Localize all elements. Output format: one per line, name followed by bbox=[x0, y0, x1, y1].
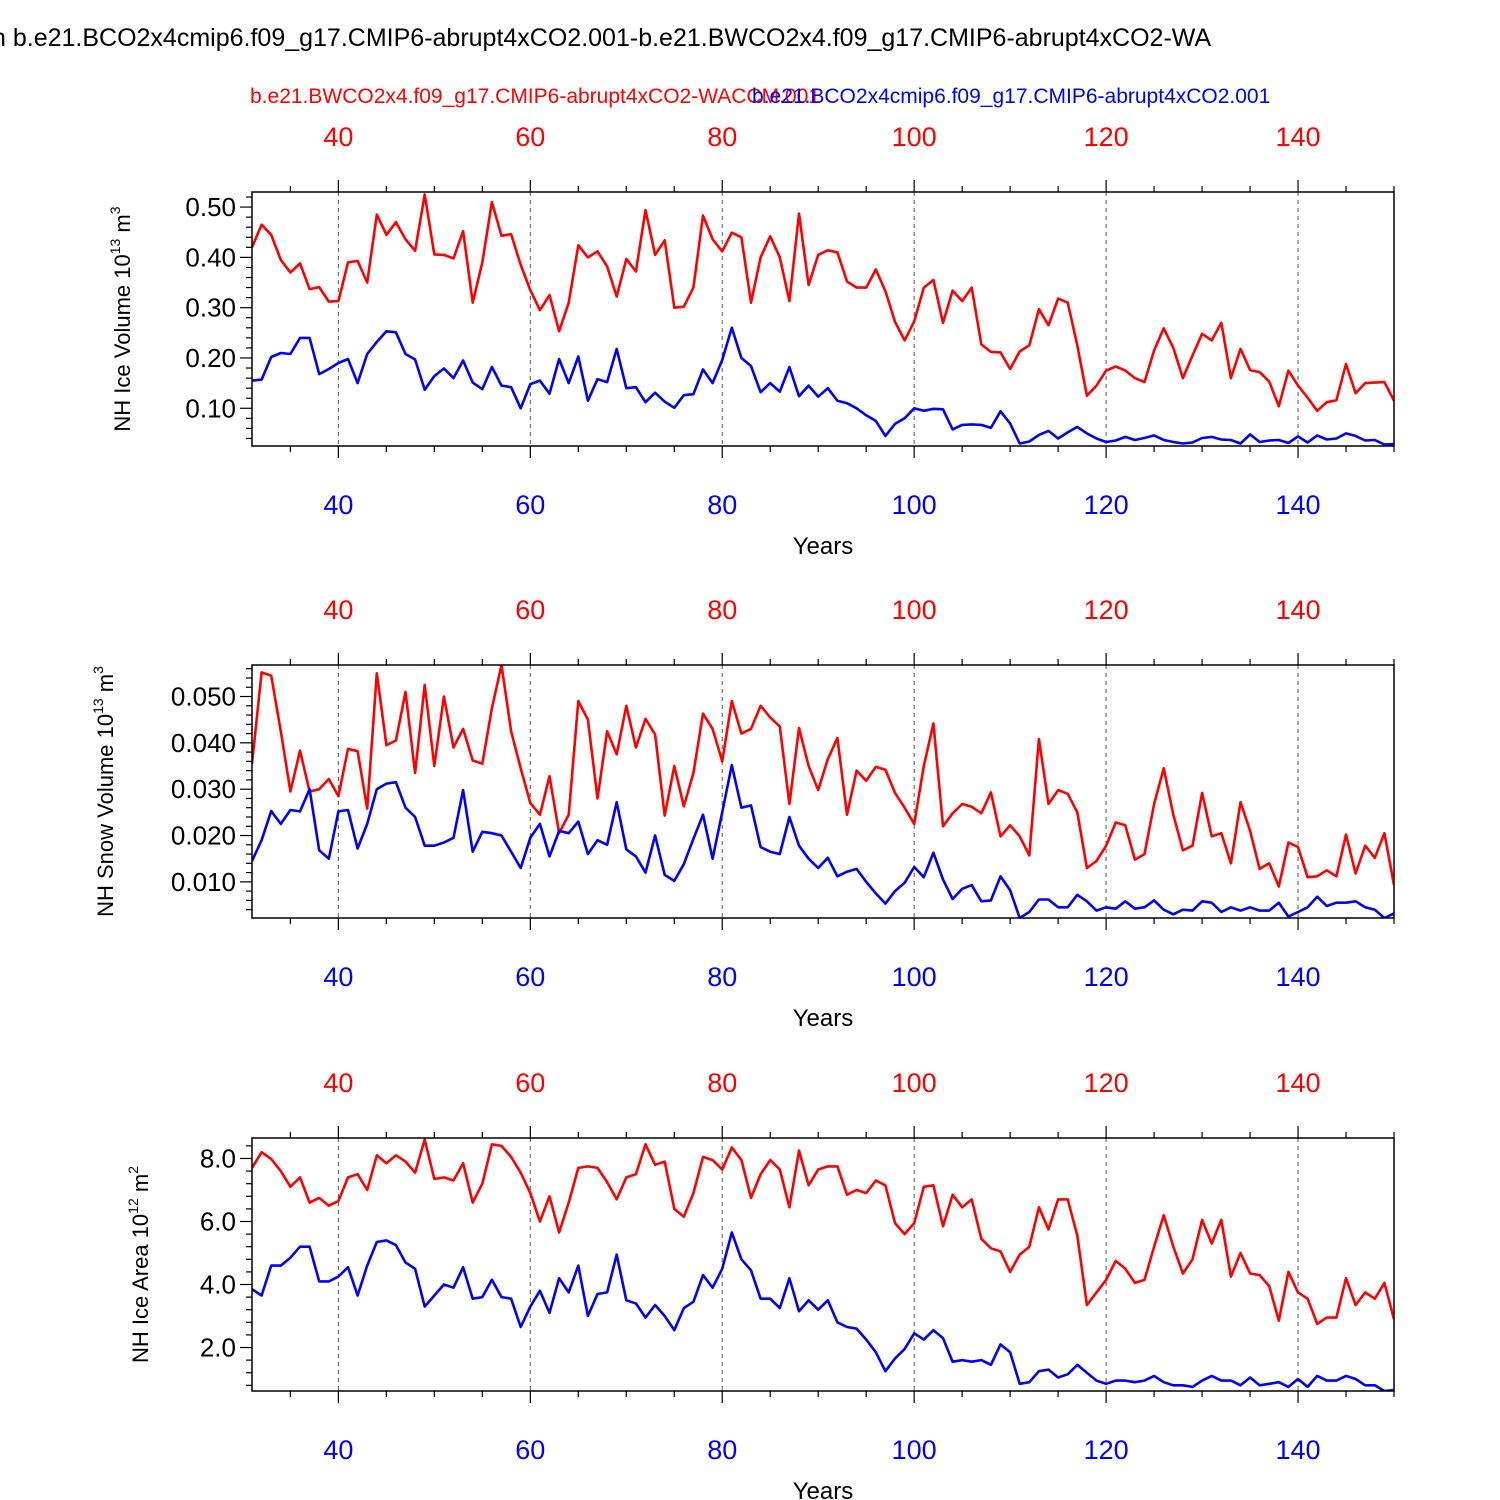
y-tick-label: 0.50 bbox=[185, 192, 236, 222]
y-tick-label: 0.040 bbox=[171, 728, 236, 758]
x-tick-label-top: 40 bbox=[323, 122, 353, 152]
series-line-red bbox=[252, 193, 1394, 413]
y-axis-label: NH Ice Volume 1013 m3 bbox=[107, 206, 135, 431]
x-tick-label-top: 100 bbox=[892, 595, 937, 625]
x-tick-label-top: 80 bbox=[707, 1068, 737, 1098]
x-tick-label-bottom: 40 bbox=[323, 962, 353, 992]
y-tick-label: 0.030 bbox=[171, 774, 236, 804]
x-tick-label-bottom: 60 bbox=[515, 1435, 545, 1465]
y-axis-label-unit-exponent: 3 bbox=[107, 206, 123, 214]
x-tick-label-top: 140 bbox=[1276, 595, 1321, 625]
series-line-red bbox=[252, 665, 1394, 888]
y-axis-label-exponent: 13 bbox=[90, 698, 106, 714]
y-tick-label: 0.10 bbox=[185, 393, 236, 423]
y-tick-label: 0.20 bbox=[185, 343, 236, 373]
legend-blue-label: b.e21.BCO2x4cmip6.f09_g17.CMIP6-abrupt4x… bbox=[752, 85, 1270, 108]
x-tick-label-top: 100 bbox=[892, 122, 937, 152]
y-axis-label-exponent: 13 bbox=[107, 238, 123, 254]
y-tick-label: 0.020 bbox=[171, 821, 236, 851]
y-axis-label-unit-exponent: 3 bbox=[90, 666, 106, 674]
x-tick-label-bottom: 80 bbox=[707, 490, 737, 520]
panel-3: 40 40 60 60 80 80 100 100 120 120 140 140 Years 2.0 4.… bbox=[125, 1068, 1395, 1500]
y-axis-label: NH Ice Area 1012 m2 bbox=[125, 1166, 153, 1363]
x-tick-label-bottom: 80 bbox=[707, 962, 737, 992]
x-tick-label-top: 80 bbox=[707, 595, 737, 625]
plot-frame bbox=[251, 1137, 1395, 1392]
panel-1: 40 40 60 60 80 80 100 100 120 120 140 140 Years 0.10 0… bbox=[107, 122, 1395, 560]
x-tick-label-bottom: 140 bbox=[1276, 1435, 1321, 1465]
y-axis-label-exponent: 12 bbox=[125, 1198, 141, 1214]
x-tick-label-bottom: 140 bbox=[1276, 490, 1321, 520]
y-axis-label: NH Snow Volume 1013 m3 bbox=[90, 666, 118, 917]
y-tick-label: 4.0 bbox=[200, 1270, 236, 1300]
series-line-blue bbox=[252, 763, 1394, 918]
y-axis-label-text: NH Ice Volume 10 bbox=[110, 254, 135, 431]
x-axis-label: Years bbox=[793, 533, 854, 560]
x-tick-label-top: 80 bbox=[707, 122, 737, 152]
plot-frame bbox=[251, 191, 1395, 447]
legend-red-label: b.e21.BWCO2x4.f09_g17.CMIP6-abrupt4xCO2-… bbox=[250, 85, 820, 108]
y-tick-label: 0.050 bbox=[171, 682, 236, 712]
x-tick-label-top: 60 bbox=[515, 595, 545, 625]
x-tick-label-top: 140 bbox=[1276, 122, 1321, 152]
y-axis-label-text: NH Ice Area 10 bbox=[128, 1214, 153, 1363]
series-line-blue bbox=[252, 326, 1394, 446]
x-tick-label-top: 40 bbox=[323, 595, 353, 625]
x-tick-label-bottom: 100 bbox=[892, 490, 937, 520]
x-tick-label-top: 60 bbox=[515, 122, 545, 152]
y-axis-label-unit: m bbox=[128, 1174, 153, 1198]
x-tick-label-top: 60 bbox=[515, 1068, 545, 1098]
y-axis-label-unit-exponent: 2 bbox=[125, 1166, 141, 1174]
x-tick-label-bottom: 120 bbox=[1084, 962, 1129, 992]
panel-2: 40 40 60 60 80 80 100 100 120 120 140 140 Years 0.010… bbox=[90, 595, 1395, 1032]
x-tick-label-bottom: 100 bbox=[892, 1435, 937, 1465]
y-tick-label: 0.30 bbox=[185, 293, 236, 323]
y-axis-label-unit: m bbox=[110, 214, 135, 238]
x-tick-label-bottom: 120 bbox=[1084, 1435, 1129, 1465]
x-tick-label-top: 120 bbox=[1084, 122, 1129, 152]
x-tick-label-top: 120 bbox=[1084, 595, 1129, 625]
y-axis-label-unit: m bbox=[93, 674, 118, 698]
x-tick-label-top: 40 bbox=[323, 1068, 353, 1098]
x-tick-label-bottom: 120 bbox=[1084, 490, 1129, 520]
series-line-red bbox=[252, 1138, 1394, 1326]
x-tick-label-bottom: 60 bbox=[515, 962, 545, 992]
x-tick-label-bottom: 40 bbox=[323, 490, 353, 520]
y-tick-label: 0.40 bbox=[185, 242, 236, 272]
x-axis-label: Years bbox=[793, 1005, 854, 1032]
x-tick-label-top: 140 bbox=[1276, 1068, 1321, 1098]
x-tick-label-top: 120 bbox=[1084, 1068, 1129, 1098]
y-tick-label: 6.0 bbox=[200, 1206, 236, 1236]
x-tick-label-bottom: 140 bbox=[1276, 962, 1321, 992]
y-tick-label: 8.0 bbox=[200, 1143, 236, 1173]
x-tick-label-bottom: 100 bbox=[892, 962, 937, 992]
y-axis-label-text: NH Snow Volume 10 bbox=[93, 714, 118, 917]
x-tick-label-bottom: 60 bbox=[515, 490, 545, 520]
series-line-blue bbox=[252, 1231, 1394, 1391]
x-tick-label-top: 100 bbox=[892, 1068, 937, 1098]
figure-title: n b.e21.BCO2x4cmip6.f09_g17.CMIP6-abrupt… bbox=[0, 24, 1211, 52]
y-tick-label: 0.010 bbox=[171, 867, 236, 897]
plot-frame bbox=[251, 664, 1395, 919]
x-tick-label-bottom: 40 bbox=[323, 1435, 353, 1465]
y-tick-label: 2.0 bbox=[200, 1333, 236, 1363]
x-tick-label-bottom: 80 bbox=[707, 1435, 737, 1465]
x-axis-label: Years bbox=[793, 1478, 854, 1500]
